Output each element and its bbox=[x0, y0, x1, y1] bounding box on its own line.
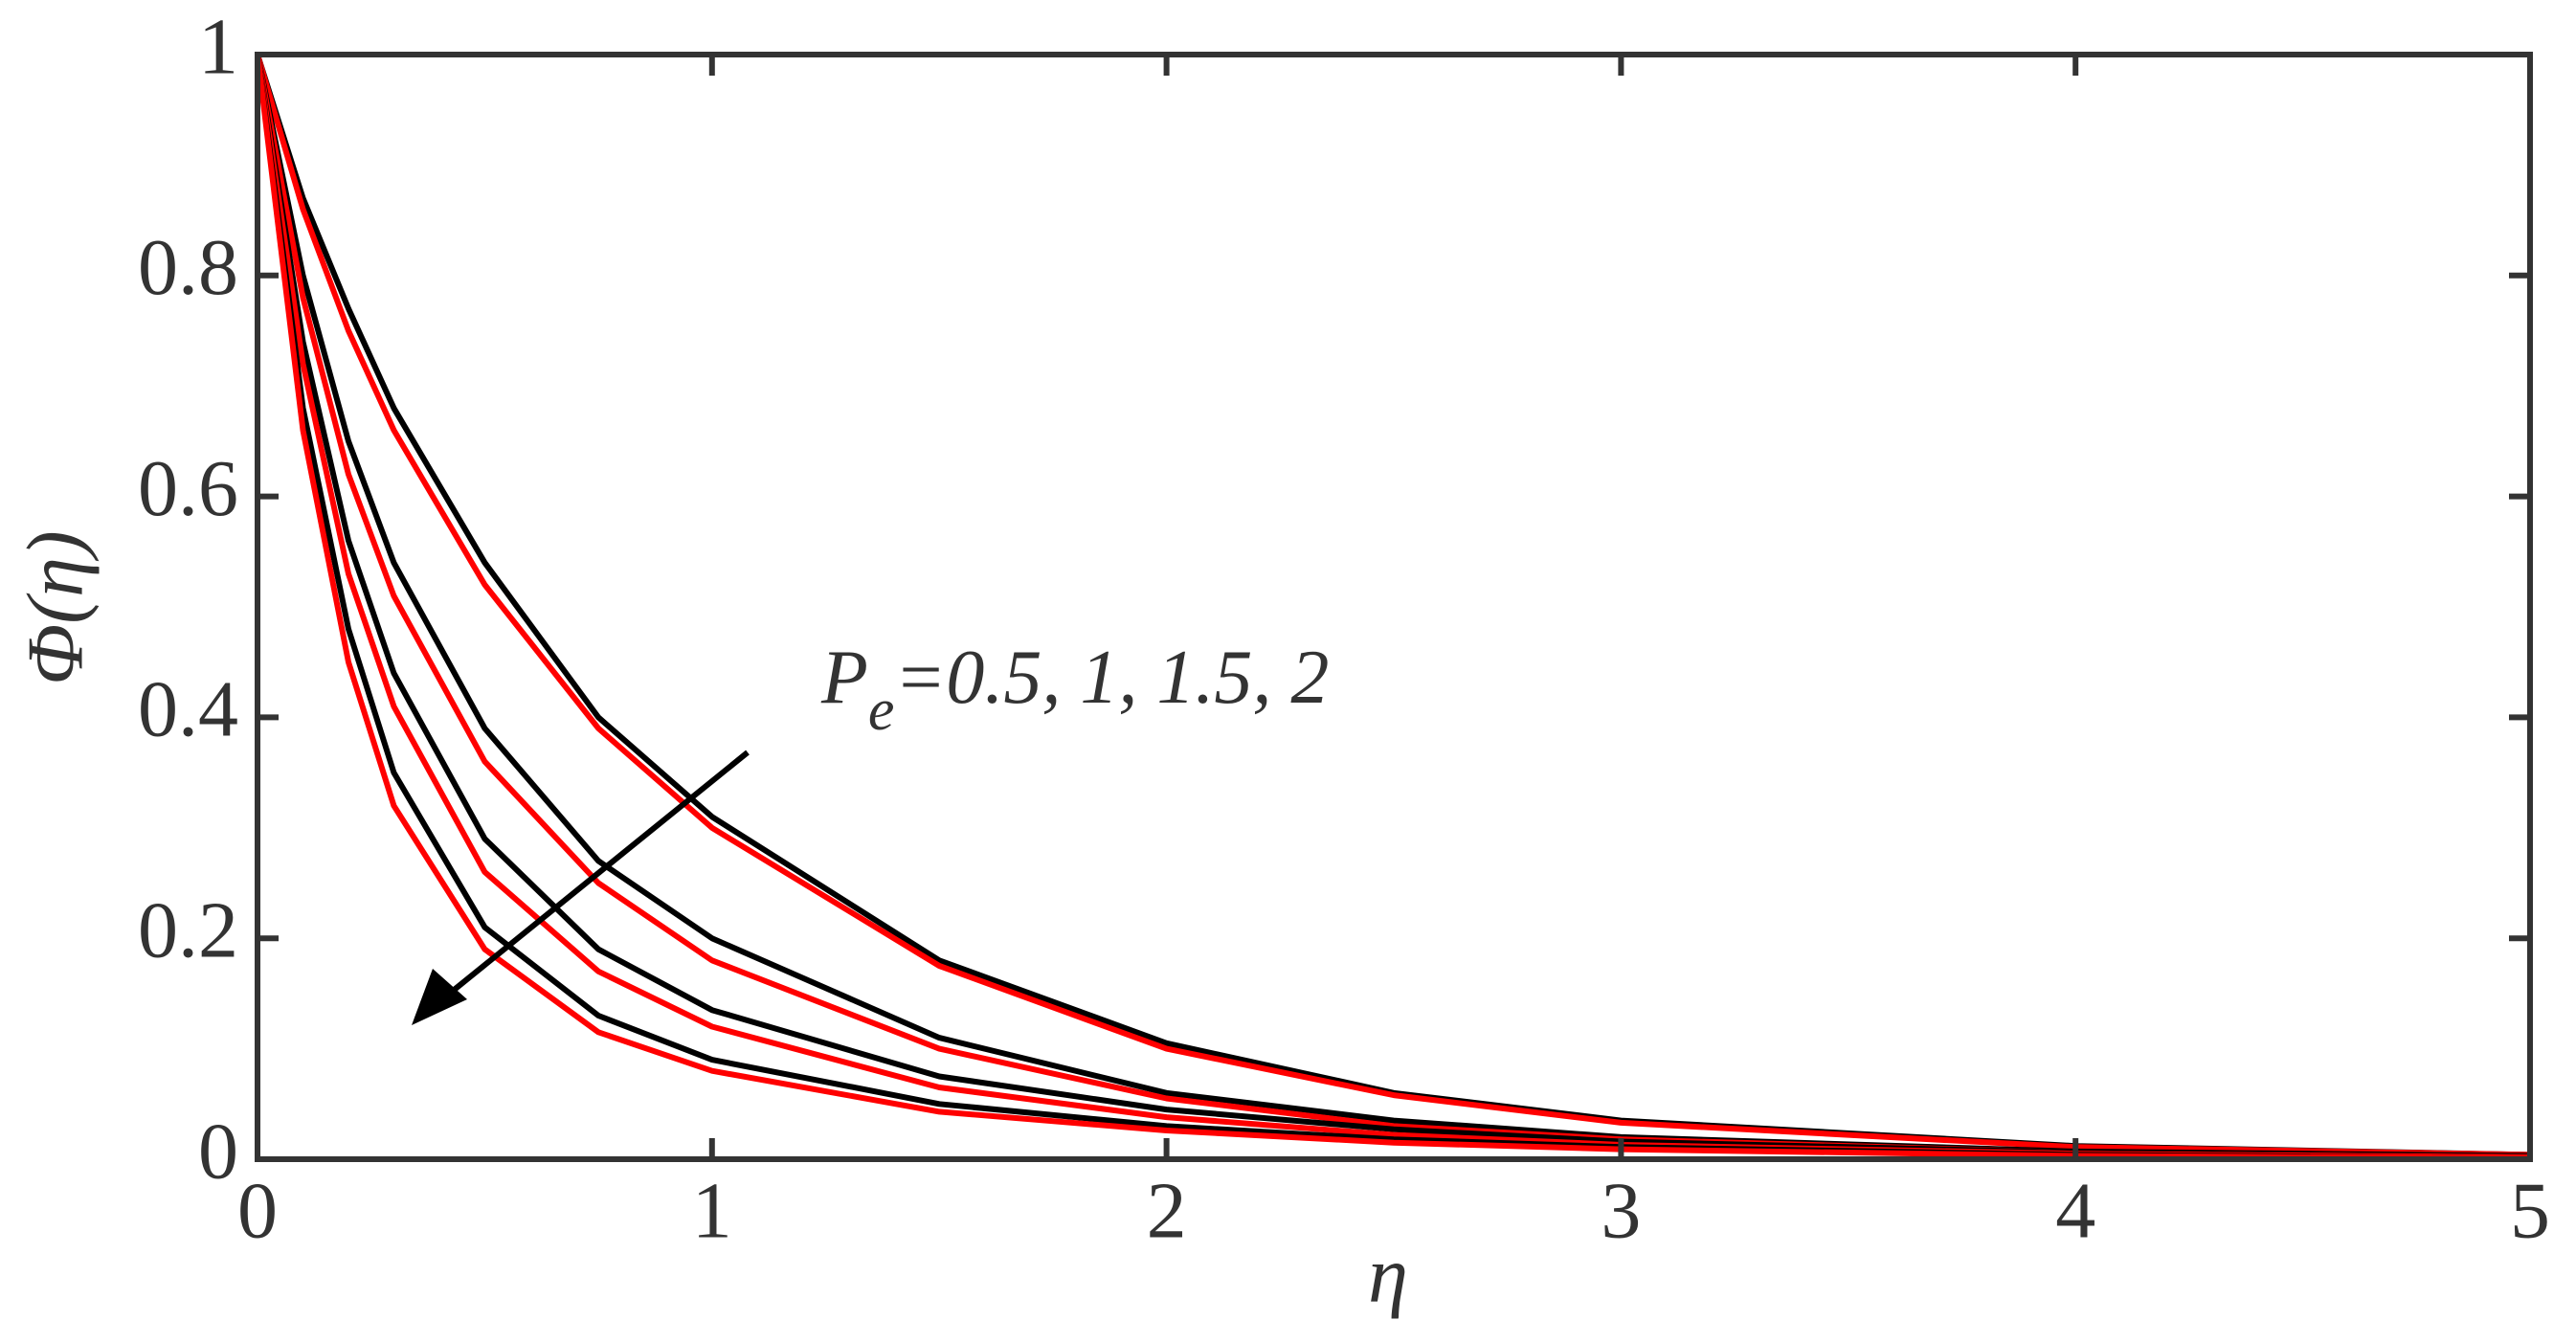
arrow-head bbox=[412, 969, 467, 1025]
data-line bbox=[255, 54, 2531, 1159]
data-line bbox=[255, 54, 2531, 1161]
x-axis-label: η bbox=[1368, 1230, 1408, 1319]
y-tick-label: 1 bbox=[198, 2, 238, 91]
data-line bbox=[255, 54, 2531, 1158]
x-tick-label: 1 bbox=[692, 1166, 732, 1255]
y-tick-label: 0 bbox=[198, 1107, 238, 1196]
annotation-rest: =0.5, 1, 1.5, 2 bbox=[894, 636, 1329, 720]
data-line bbox=[255, 54, 2531, 1160]
y-tick-label: 0.8 bbox=[138, 223, 238, 312]
y-tick-label: 0.4 bbox=[138, 665, 238, 754]
x-tick-label: 5 bbox=[2510, 1166, 2550, 1255]
data-line bbox=[255, 54, 2531, 1158]
data-line bbox=[255, 54, 2531, 1160]
arrow-shaft bbox=[440, 750, 750, 1002]
x-tick-label: 0 bbox=[237, 1166, 278, 1255]
annotation-main: P bbox=[820, 636, 868, 720]
y-axis-label: Φ(η) bbox=[11, 530, 100, 685]
y-tick-label: 0.2 bbox=[138, 885, 238, 974]
x-tick-label: 4 bbox=[2055, 1166, 2095, 1255]
x-tick-label: 3 bbox=[1601, 1166, 1641, 1255]
x-tick-label: 2 bbox=[1147, 1166, 1187, 1255]
annotation-subscript: e bbox=[868, 678, 895, 743]
axes-box bbox=[255, 52, 2533, 1162]
plot-area: 0 1 2 3 4 5 0 0.2 0.4 0.6 0.8 1 bbox=[138, 2, 2550, 1255]
annotation: Pe=0.5, 1, 1.5, 2 bbox=[820, 636, 1329, 743]
y-tick-label: 0.6 bbox=[138, 444, 238, 533]
data-line bbox=[255, 54, 2531, 1161]
data-line bbox=[255, 54, 2531, 1160]
